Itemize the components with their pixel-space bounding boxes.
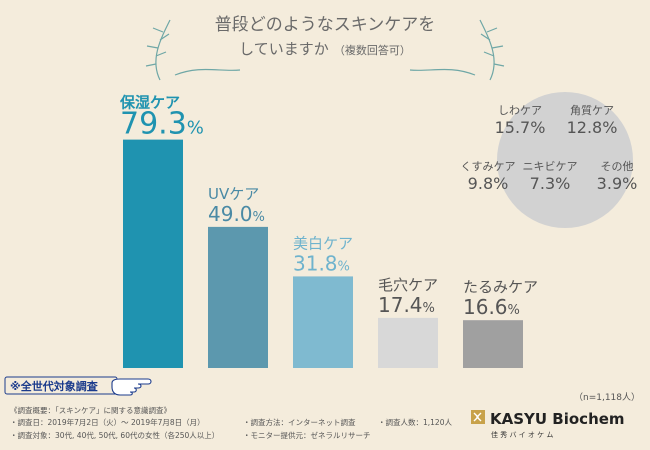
brand-logo: KASYU Biochem 佳 秀 バ イ オ ケ ム [471,410,625,439]
other-care-value-0: 15.7% [495,118,546,137]
category-label-3: 毛穴ケア [378,276,438,294]
leaf-decoration [145,19,505,81]
footer-line3b: ・モニター提供元：ゼネラルリサーチ [243,430,371,440]
value-label-3: 17.4% [378,293,435,317]
pointing-hand-icon [111,378,152,396]
category-label-0: 保湿ケア [119,94,180,112]
chart-title-line2-group: していますか （複数回答可） [239,39,411,58]
brand-sub: 佳 秀 バ イ オ ケ ム [491,430,553,439]
bar-0 [123,139,183,368]
bar-4 [463,320,523,368]
footer-line2: ・調査日：2019年7月2日（火）～ 2019年7月8日（月） [10,417,205,427]
kasyu-logo-icon [471,410,485,424]
other-care-value-2: 9.8% [468,174,509,193]
footer-line2b: ・調査方法：インターネット調査 [243,417,356,427]
footer-line2c: ・調査人数：1,120人 [378,417,452,427]
value-label-2: 31.8% [293,251,350,275]
other-care-value-1: 12.8% [567,118,618,137]
footer-line1: 《調査概要：「スキンケア」に関する意識調査》 [10,405,171,415]
brand-name: KASYU Biochem [490,410,625,428]
chart-title-suffix: （複数回答可） [334,43,411,57]
all-generations-tag: ※全世代対象調査 [4,376,152,396]
category-label-4: たるみケア [463,278,538,296]
value-label-4: 16.6% [463,295,520,319]
other-care-label-3: ニキビケア [523,160,578,173]
value-label-1: 49.0% [208,202,265,226]
footer-line3: ・調査対象：30代, 40代, 50代, 60代の女性（各250人以上） [10,430,219,440]
other-care-value-4: 3.9% [597,174,638,193]
bar-1 [208,226,268,368]
sample-size: （n=1,118人） [574,392,640,403]
bar-2 [293,276,353,368]
other-care-label-4: その他 [601,160,634,173]
bar-3 [378,317,438,368]
other-care-label-2: くすみケア [461,160,516,173]
value-label-0: 79.3% [120,107,204,142]
other-care-label-1: 角質ケア [570,103,614,117]
other-care-value-3: 7.3% [530,174,571,193]
all-generations-label: ※全世代対象調査 [10,379,98,393]
other-care-label-0: しわケア [498,104,542,117]
category-label-2: 美白ケア [293,234,353,252]
category-label-1: UVケア [208,185,259,203]
other-care-circle [497,92,633,228]
chart-title-line1: 普段どのようなスキンケアを [215,15,436,35]
chart-title-line2: していますか [239,40,329,58]
